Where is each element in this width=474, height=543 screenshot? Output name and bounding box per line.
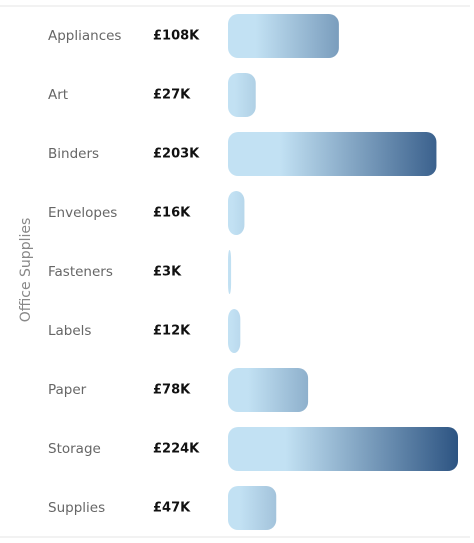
value-label: £108K — [153, 29, 200, 44]
value-label: £27K — [153, 88, 191, 103]
value-label: £16K — [153, 206, 191, 221]
value-label: £12K — [153, 324, 191, 339]
bar — [228, 486, 277, 530]
value-label: £203K — [153, 147, 200, 162]
bar — [228, 250, 232, 294]
value-label: £47K — [153, 501, 191, 516]
bar — [228, 427, 458, 471]
bar — [228, 309, 241, 353]
category-label: Supplies — [48, 500, 105, 516]
category-label: Labels — [48, 323, 91, 339]
group-label: Office Supplies — [18, 218, 34, 323]
category-label: Appliances — [48, 28, 121, 44]
category-label: Paper — [48, 382, 87, 398]
value-label: £78K — [153, 383, 191, 398]
value-label: £3K — [153, 265, 182, 280]
category-label: Binders — [48, 146, 99, 162]
category-label: Envelopes — [48, 205, 117, 221]
category-label: Art — [48, 87, 68, 103]
category-label: Fasteners — [48, 264, 113, 280]
value-label: £224K — [153, 442, 200, 457]
category-label: Storage — [48, 441, 101, 457]
bar — [228, 368, 309, 412]
bar — [228, 191, 245, 235]
bar — [228, 73, 256, 117]
bar — [228, 14, 339, 58]
bar — [228, 132, 437, 176]
